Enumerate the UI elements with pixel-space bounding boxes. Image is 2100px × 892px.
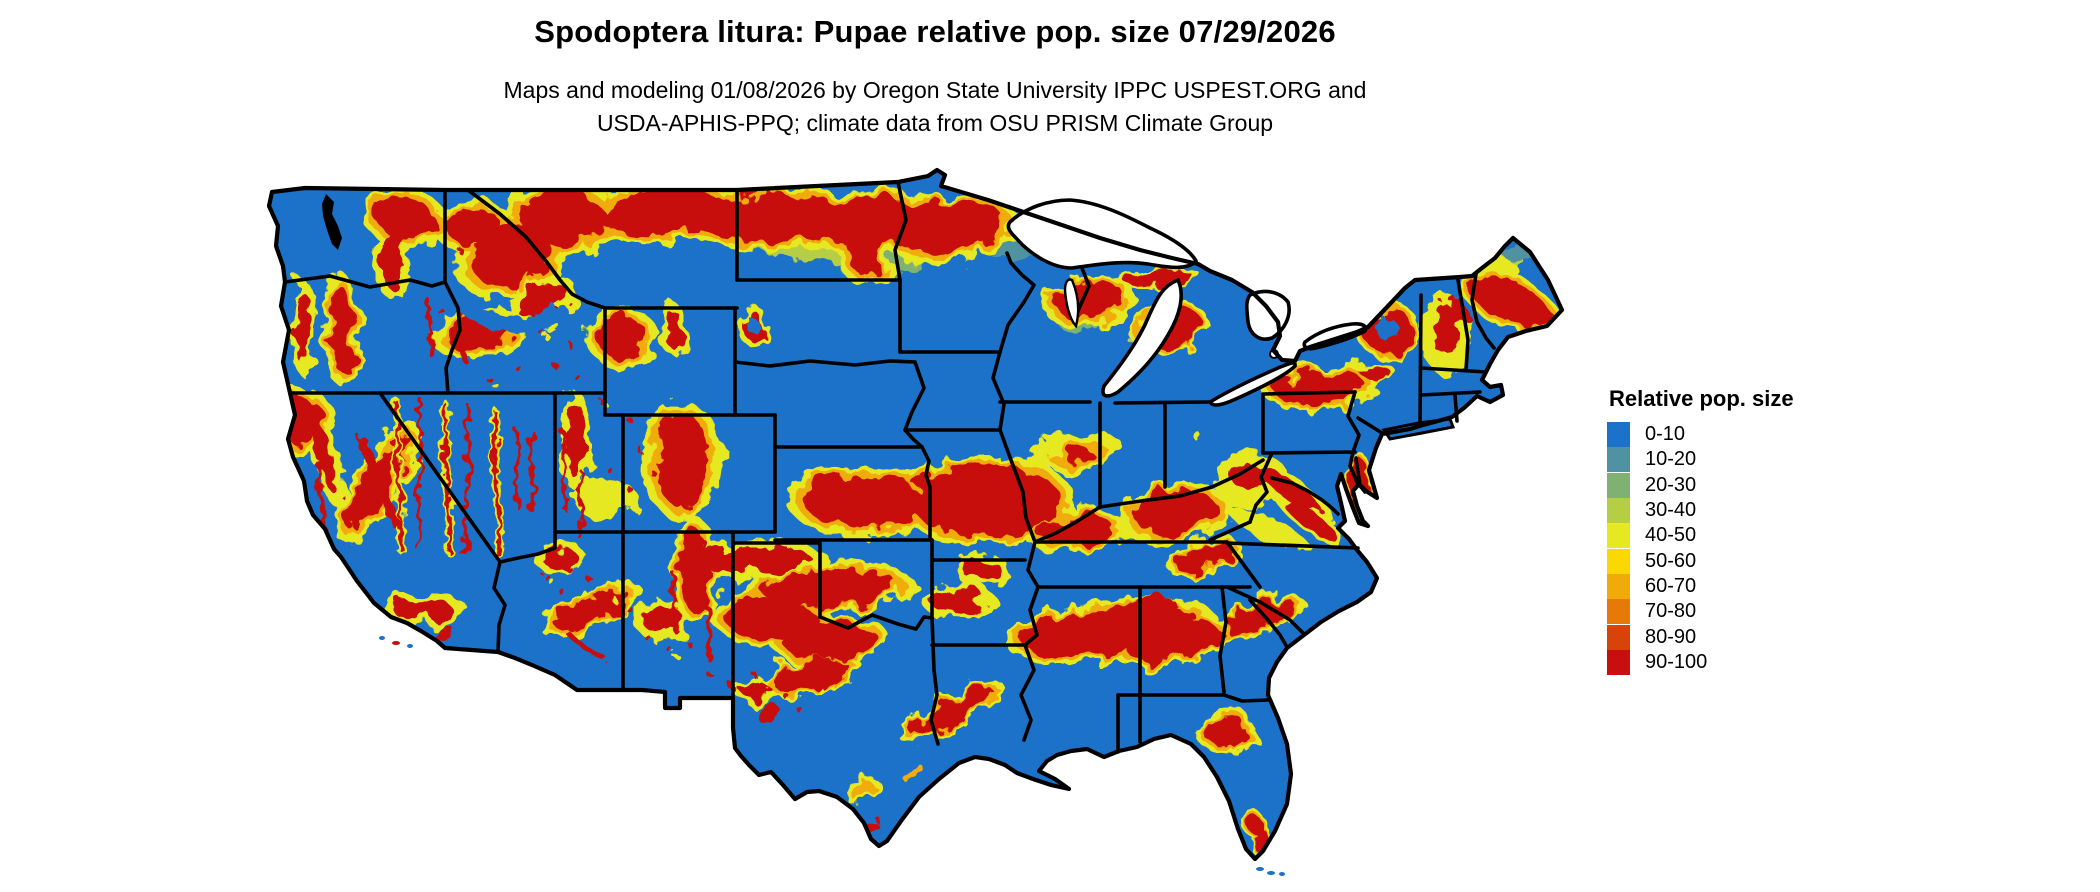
- subtitle-line-2: USDA-APHIS-PPQ; climate data from OSU PR…: [596, 110, 1274, 136]
- blue-overlays: [452, 294, 1400, 340]
- legend-item: 60-70: [1607, 573, 1907, 599]
- map-legend: Relative pop. size 0-10 10-20 20-30 30-4…: [1607, 386, 1907, 675]
- legend-label: 0-10: [1645, 423, 1686, 446]
- long-island: [1381, 417, 1456, 441]
- legend-item: 80-90: [1607, 624, 1907, 650]
- legend-swatch: [1607, 472, 1630, 498]
- legend-items: 0-10 10-20 20-30 30-40 40-50 50-60 60-70…: [1607, 422, 1907, 675]
- legend-item: 40-50: [1607, 523, 1907, 549]
- legend-label: 70-80: [1645, 600, 1697, 623]
- scatter-dots: [437, 247, 881, 823]
- lake-erie: [1207, 361, 1297, 407]
- legend-label: 10-20: [1645, 448, 1697, 471]
- us-map: [210, 130, 1660, 892]
- florida-key: [1279, 872, 1285, 876]
- legend-item: 10-20: [1607, 447, 1907, 473]
- legend-label: 90-100: [1645, 650, 1708, 673]
- legend-item: 30-40: [1607, 498, 1907, 524]
- legend-swatch: [1607, 523, 1630, 549]
- speckle-strokes: [316, 296, 713, 663]
- legend-label: 50-60: [1645, 549, 1697, 572]
- channel-island: [392, 641, 400, 645]
- legend-swatch: [1607, 599, 1630, 625]
- legend-item: 50-60: [1607, 548, 1907, 574]
- lake-huron: [1244, 289, 1291, 341]
- legend-label: 30-40: [1645, 499, 1697, 522]
- florida-key: [1256, 867, 1264, 871]
- lake-michigan: [1101, 277, 1183, 398]
- map-header: Spodoptera litura: Pupae relative pop. s…: [210, 14, 1660, 140]
- legend-label: 80-90: [1645, 625, 1697, 648]
- legend-label: 60-70: [1645, 574, 1697, 597]
- florida-key: [1267, 871, 1275, 875]
- legend-swatch: [1607, 624, 1630, 650]
- state-borders: [283, 180, 1496, 754]
- legend-swatch: [1607, 447, 1630, 473]
- subtitle-line-1: Maps and modeling 01/08/2026 by Oregon S…: [503, 77, 1367, 103]
- legend-label: 40-50: [1645, 524, 1697, 547]
- legend-swatch: [1607, 573, 1630, 599]
- channel-island: [407, 644, 413, 648]
- page-title: Spodoptera litura: Pupae relative pop. s…: [534, 14, 1336, 49]
- legend-swatch: [1607, 649, 1630, 675]
- legend-label: 20-30: [1645, 473, 1697, 496]
- puget-sound: [322, 194, 342, 250]
- coast-details: [322, 194, 1456, 876]
- legend-item: 70-80: [1607, 599, 1907, 625]
- us-map-svg: [210, 130, 1660, 876]
- legend-item: 0-10: [1607, 422, 1907, 448]
- legend-swatch: [1607, 498, 1630, 524]
- page-subtitle: Maps and modeling 01/08/2026 by Oregon S…: [210, 74, 1660, 140]
- legend-swatch: [1607, 422, 1630, 448]
- legend-title: Relative pop. size: [1609, 386, 1794, 411]
- green-bay: [1063, 278, 1080, 329]
- channel-island: [379, 636, 385, 640]
- legend-swatch: [1607, 548, 1630, 574]
- legend-item: 20-30: [1607, 472, 1907, 498]
- legend-item: 90-100: [1607, 649, 1907, 675]
